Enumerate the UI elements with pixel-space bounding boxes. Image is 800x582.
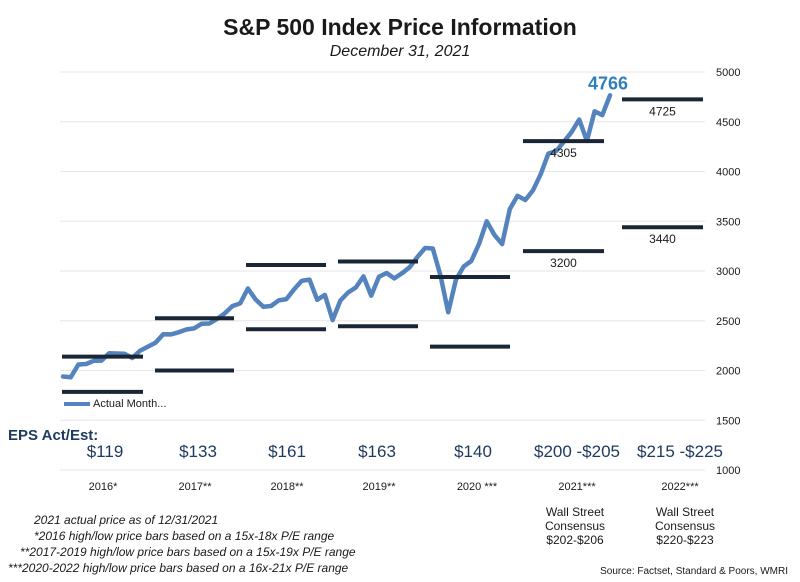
y-tick-label: 2500 bbox=[716, 316, 740, 328]
eps-2020: $140 bbox=[454, 442, 492, 461]
y-tick-label: 3500 bbox=[716, 216, 740, 228]
eps-2016: $119 bbox=[86, 442, 124, 461]
note-3: **2017-2019 high/low price bars based on… bbox=[20, 545, 356, 559]
note-1: 2021 actual price as of 12/31/2021 bbox=[34, 513, 219, 527]
eps-2017: $133 bbox=[179, 442, 217, 461]
y-tick-label: 4000 bbox=[716, 167, 740, 179]
price-bar-label-2022-low: 3440 bbox=[649, 232, 676, 246]
note-2: *2016 high/low price bars based on a 15x… bbox=[34, 529, 335, 543]
year-2017: 2017** bbox=[178, 481, 212, 493]
consensus-2021-line3: $202-$206 bbox=[546, 533, 604, 547]
legend-label: Actual Month... bbox=[93, 398, 167, 410]
source-note: Source: Factset, Standard & Poors, WMRI bbox=[600, 566, 788, 577]
consensus-2022-line2: Consensus bbox=[654, 519, 716, 533]
y-tick-label: 2000 bbox=[716, 366, 740, 378]
year-2022: 2022*** bbox=[661, 481, 699, 493]
chart-subtitle: December 31, 2021 bbox=[329, 43, 471, 60]
consensus-2021-line2: Consensus bbox=[544, 519, 606, 533]
series-line bbox=[60, 93, 613, 380]
legend-swatch bbox=[64, 402, 90, 406]
year-2020: 2020 *** bbox=[456, 481, 498, 493]
consensus-2022-line1: Wall Street bbox=[655, 505, 715, 519]
note-4: ***2020-2022 high/low price bars based o… bbox=[8, 561, 349, 575]
year-2018: 2018** bbox=[270, 481, 304, 493]
y-tick-label: 5000 bbox=[716, 67, 740, 79]
y-tick-label: 4500 bbox=[716, 117, 740, 129]
consensus-2021-line1: Wall Street bbox=[545, 505, 605, 519]
consensus-2022: Wall Street Consensus $220-$223 bbox=[635, 505, 735, 547]
eps-2019: $163 bbox=[358, 442, 396, 461]
eps-2021: $200 -$205 bbox=[533, 442, 621, 461]
consensus-2021: Wall Street Consensus $202-$206 bbox=[525, 505, 625, 547]
price-bar-label-2021-low: 3200 bbox=[550, 256, 577, 270]
legend: Actual Month... bbox=[64, 398, 166, 410]
eps-heading: EPS Act/Est: bbox=[8, 427, 99, 444]
y-tick-label: 1500 bbox=[716, 415, 740, 427]
year-2016: 2016* bbox=[88, 481, 118, 493]
year-2021: 2021*** bbox=[558, 481, 596, 493]
y-tick-label: 3000 bbox=[716, 266, 740, 278]
year-2019: 2019** bbox=[362, 481, 396, 493]
price-bar-label-2021-high: 4305 bbox=[550, 146, 577, 160]
eps-2022: $215 -$225 bbox=[636, 442, 724, 461]
price-bar-label-2022-high: 4725 bbox=[649, 104, 676, 118]
consensus-2022-line3: $220-$223 bbox=[656, 533, 714, 547]
latest-price-label: 4766 bbox=[588, 73, 628, 93]
eps-2018: $161 bbox=[268, 442, 306, 461]
y-tick-label: 1000 bbox=[716, 465, 740, 477]
chart-title: S&P 500 Index Price Information bbox=[223, 14, 577, 40]
